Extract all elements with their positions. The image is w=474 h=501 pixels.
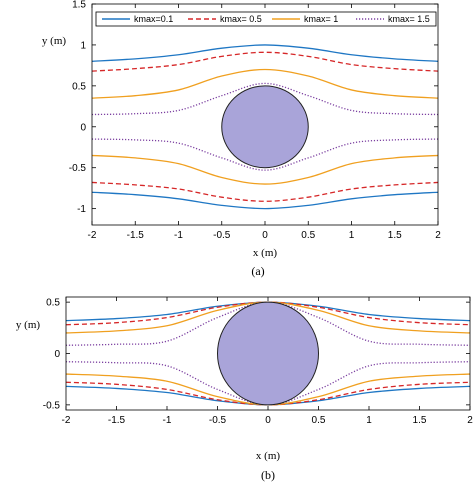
legend: kmax=0.1 kmax= 0.5 kmax= 1 kmax= 1.5	[95, 11, 437, 27]
obstacle-circle	[217, 301, 319, 406]
x-tick-label: 2	[435, 230, 441, 241]
x-tick-label: 1.5	[413, 415, 427, 426]
x-tick-label: 1	[366, 415, 372, 426]
legend-label-2: kmax= 0.5	[220, 14, 262, 24]
x-tick-label: -1	[163, 415, 172, 426]
y-tick-label: 1	[80, 40, 86, 51]
x-tick-label: -2	[62, 415, 71, 426]
series-3-lower-line	[91, 154, 439, 185]
panel-a-xlabel: x (m)	[253, 247, 277, 259]
y-tick-label: -0.5	[43, 400, 61, 411]
x-tick-label: 0	[262, 230, 268, 241]
y-tick-label: -1	[77, 204, 86, 215]
series-3-upper-line	[91, 68, 439, 99]
x-tick-label: -1	[174, 230, 183, 241]
series-4-upper-line	[91, 82, 439, 116]
series-2-upper-line	[91, 51, 439, 72]
series-1-upper-line	[91, 44, 439, 62]
panel-b: -2 -1.5 -1 -0.5 0 0.5 1 1.5 2 -0.5 0 0.5 x (m) y (m…	[16, 296, 473, 482]
x-tick-label: -2	[88, 230, 97, 241]
series-4-lower-line	[91, 138, 439, 171]
x-tick-label: 1.5	[388, 230, 402, 241]
x-tick-label: -1.5	[127, 230, 145, 241]
legend-label-1: kmax=0.1	[134, 14, 173, 24]
x-tick-label: 0.5	[312, 415, 326, 426]
panel-b-ylabel: y (m)	[16, 319, 40, 331]
obstacle-circle	[221, 85, 309, 169]
y-tick-label: 1.5	[72, 0, 86, 11]
x-tick-label: -1.5	[108, 415, 126, 426]
series-2-lower-line	[91, 181, 439, 202]
panel-a-ylabel: y (m)	[42, 35, 66, 47]
series-1-lower-line	[91, 191, 439, 210]
y-tick-label: -0.5	[69, 163, 87, 174]
x-tick-label: 1	[349, 230, 355, 241]
x-tick-label: -0.5	[213, 230, 231, 241]
legend-box	[95, 11, 437, 27]
y-tick-label: 0.5	[72, 81, 86, 92]
panel-a-label: (a)	[251, 264, 264, 278]
legend-label-4: kmax= 1.5	[388, 14, 430, 24]
y-tick-label: 0	[80, 122, 86, 133]
y-tick-label: 0.5	[46, 298, 60, 309]
x-tick-label: 2	[467, 415, 473, 426]
panel-a: -2 -1.5 -1 -0.5 0 0.5 1 1.5 2 -1 -0.5 0 0.5 1 1.5 kmax…	[42, 0, 441, 278]
panel-b-label: (b)	[261, 468, 275, 482]
x-tick-label: 0.5	[301, 230, 315, 241]
panel-b-xlabel: x (m)	[256, 450, 280, 462]
legend-label-3: kmax= 1	[304, 14, 338, 24]
x-tick-label: -0.5	[209, 415, 227, 426]
x-tick-label: 0	[265, 415, 271, 426]
y-tick-label: 0	[54, 349, 60, 360]
